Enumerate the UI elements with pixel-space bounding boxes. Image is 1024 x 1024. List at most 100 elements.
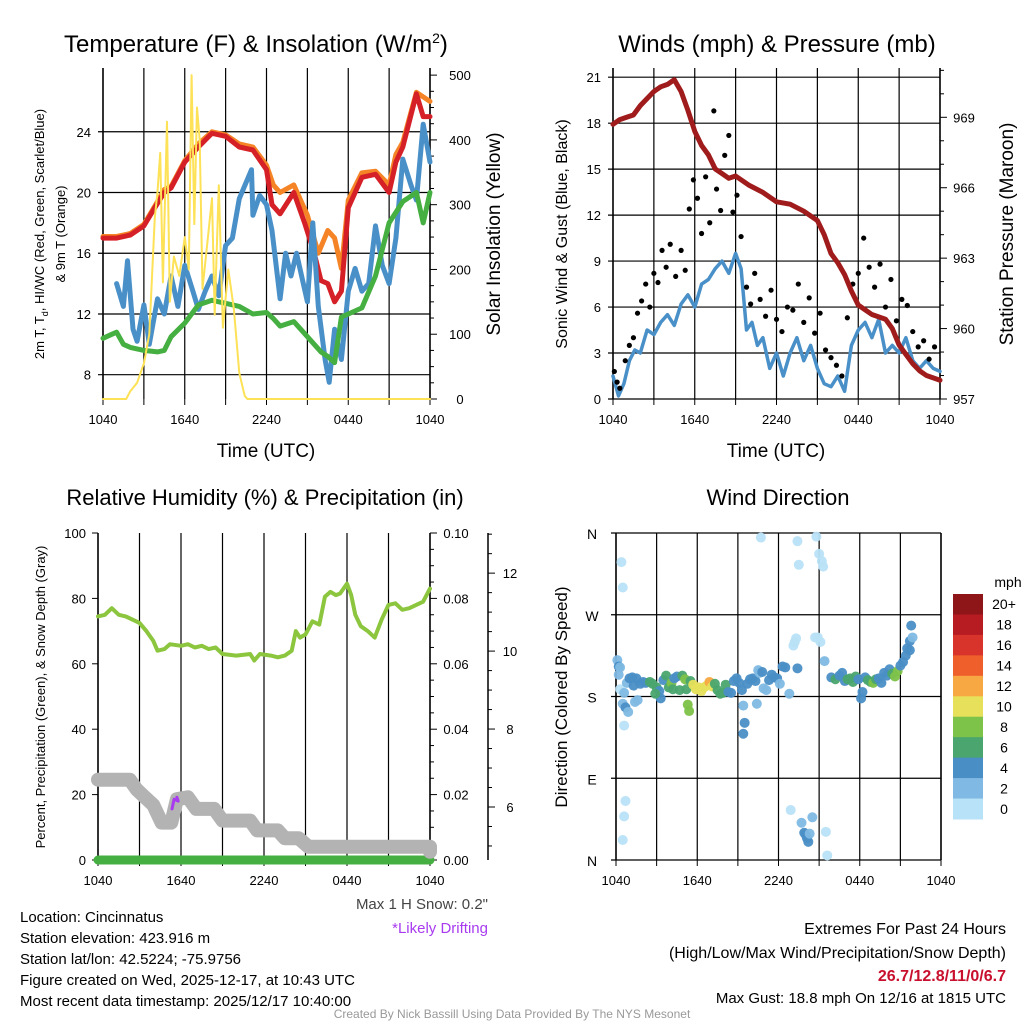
y-tick-label: 24	[77, 125, 91, 140]
lat-lon: Station lat/lon: 42.5224; -75.9756	[20, 951, 242, 968]
direction-dot	[757, 666, 768, 677]
gust-dot	[686, 206, 692, 212]
temperature-chart-title: Temperature (F) & Insolation (W/m2)	[64, 30, 448, 59]
y-tick-label: 18	[587, 116, 601, 131]
gust-dot	[926, 356, 932, 362]
extremes-values: 26.7/12.8/11/0/6.7	[877, 968, 1006, 985]
gust-dot	[822, 347, 829, 353]
y-tick-label: 21	[587, 70, 601, 85]
gust-dot	[828, 355, 834, 361]
direction-dot	[796, 817, 807, 828]
direction-dot	[815, 637, 826, 647]
gust-dot	[622, 358, 628, 364]
y-tick-label: 40	[72, 722, 86, 737]
y-tick-label: 6	[594, 300, 601, 315]
figure-created: Figure created on Wed, 2025-12-17, at 10…	[20, 972, 355, 989]
x-tick-label: 0440	[333, 873, 362, 888]
y-tick-label: 0	[79, 853, 86, 868]
direction-dot	[613, 669, 624, 680]
y-axis-title: Sonic Wind & Gust (Blue, Black)	[554, 119, 571, 348]
direction-dot	[726, 687, 737, 698]
direction-dot	[623, 706, 634, 717]
direction-dot	[755, 532, 766, 543]
y-tick-label: 20	[72, 788, 86, 803]
direction-dot	[684, 706, 695, 717]
direction-dot	[819, 656, 830, 667]
gust-dot	[718, 207, 724, 214]
gust-dot	[752, 270, 758, 276]
y-tick-label: 60	[72, 657, 86, 672]
temperature-y-axis-label: 2m T, Td, HI/WC (Red, Green, Scarlet/Blu…	[32, 109, 68, 359]
direction-dot	[738, 700, 749, 711]
x-tick-label: 1640	[167, 873, 196, 888]
gust-dot	[614, 379, 620, 385]
legend-swatch	[953, 655, 983, 677]
credit: Created By Nick Bassill Using Data Provi…	[333, 1007, 691, 1021]
extremes-title: Extremes For Past 24 Hours	[804, 921, 1006, 938]
y2-axis-title: Station Pressure (Maroon)	[997, 123, 1018, 346]
y2-tick-label: 960	[953, 322, 975, 337]
direction-dot	[791, 633, 802, 644]
gust-dot	[833, 362, 840, 368]
direction-dot	[619, 720, 630, 731]
gust-dot	[734, 192, 740, 198]
x-tick-label: 0440	[845, 873, 874, 888]
x-tick-label: 1640	[680, 412, 709, 427]
gust-dot	[855, 270, 861, 276]
ylabel-a: 2m T, T	[32, 316, 48, 360]
series-solar-insolation	[102, 74, 431, 400]
gust-dot	[801, 319, 807, 325]
y2-tick-label: 0.10	[443, 526, 468, 541]
ylabel-b: , HI/WC (Red, Green, Scarlet/Blue)	[32, 108, 48, 312]
series-rh	[96, 581, 432, 663]
gust-dot	[647, 304, 653, 310]
gust-dot	[694, 195, 701, 201]
x-tick-label: 0440	[334, 412, 363, 427]
direction-dot	[750, 676, 761, 687]
gust-dot	[659, 247, 665, 253]
legend-swatch	[953, 675, 983, 697]
series-likely-drifting	[170, 795, 180, 811]
y-tick-label: 100	[64, 526, 86, 541]
direction-dot	[617, 582, 628, 593]
legend-swatch	[953, 737, 983, 759]
direction-dot	[785, 805, 796, 816]
direction-dot	[616, 557, 627, 568]
direction-dot	[904, 645, 915, 656]
gust-dot	[921, 338, 927, 344]
direction-dot	[793, 559, 804, 570]
direction-dot	[876, 677, 887, 688]
gust-dot	[790, 307, 796, 313]
gust-dot	[931, 344, 938, 350]
x-tick-label: 2240	[252, 412, 281, 427]
y2-tick-label: 200	[449, 262, 471, 277]
gust-dot	[861, 235, 867, 241]
gust-dot	[768, 287, 774, 293]
direction-dot	[818, 561, 829, 572]
y-axis-title: Direction (Colored By Speed)	[552, 586, 571, 807]
y-tick-label: N	[587, 853, 597, 869]
direction-dot	[738, 728, 749, 739]
y2-tick-label: 0.06	[443, 657, 468, 672]
y-tick-label: 8	[84, 368, 91, 383]
legend-label: 6	[1000, 739, 1008, 755]
series-pressure	[610, 77, 943, 383]
gust-dot	[817, 310, 823, 316]
legend-label: 12	[996, 678, 1012, 694]
gust-dot	[630, 335, 637, 341]
series-dewpoint	[114, 121, 433, 385]
y2-tick-label: 300	[449, 198, 471, 213]
y2-tick-label: 957	[953, 392, 975, 407]
gust-dot	[639, 298, 645, 304]
y2-tick-label: 966	[953, 181, 975, 196]
gust-dot	[655, 279, 661, 286]
gust-dot	[678, 247, 684, 253]
legend-swatch	[953, 634, 983, 656]
gust-dot	[893, 318, 900, 324]
direction-dot	[619, 811, 630, 822]
gust-dot	[743, 284, 750, 290]
gust-dot	[738, 233, 744, 240]
winds-chart-title: Winds (mph) & Pressure (mb)	[618, 31, 935, 58]
legend-label: 4	[1000, 760, 1008, 776]
rh-chart-title: Relative Humidity (%) & Precipitation (i…	[66, 485, 463, 510]
